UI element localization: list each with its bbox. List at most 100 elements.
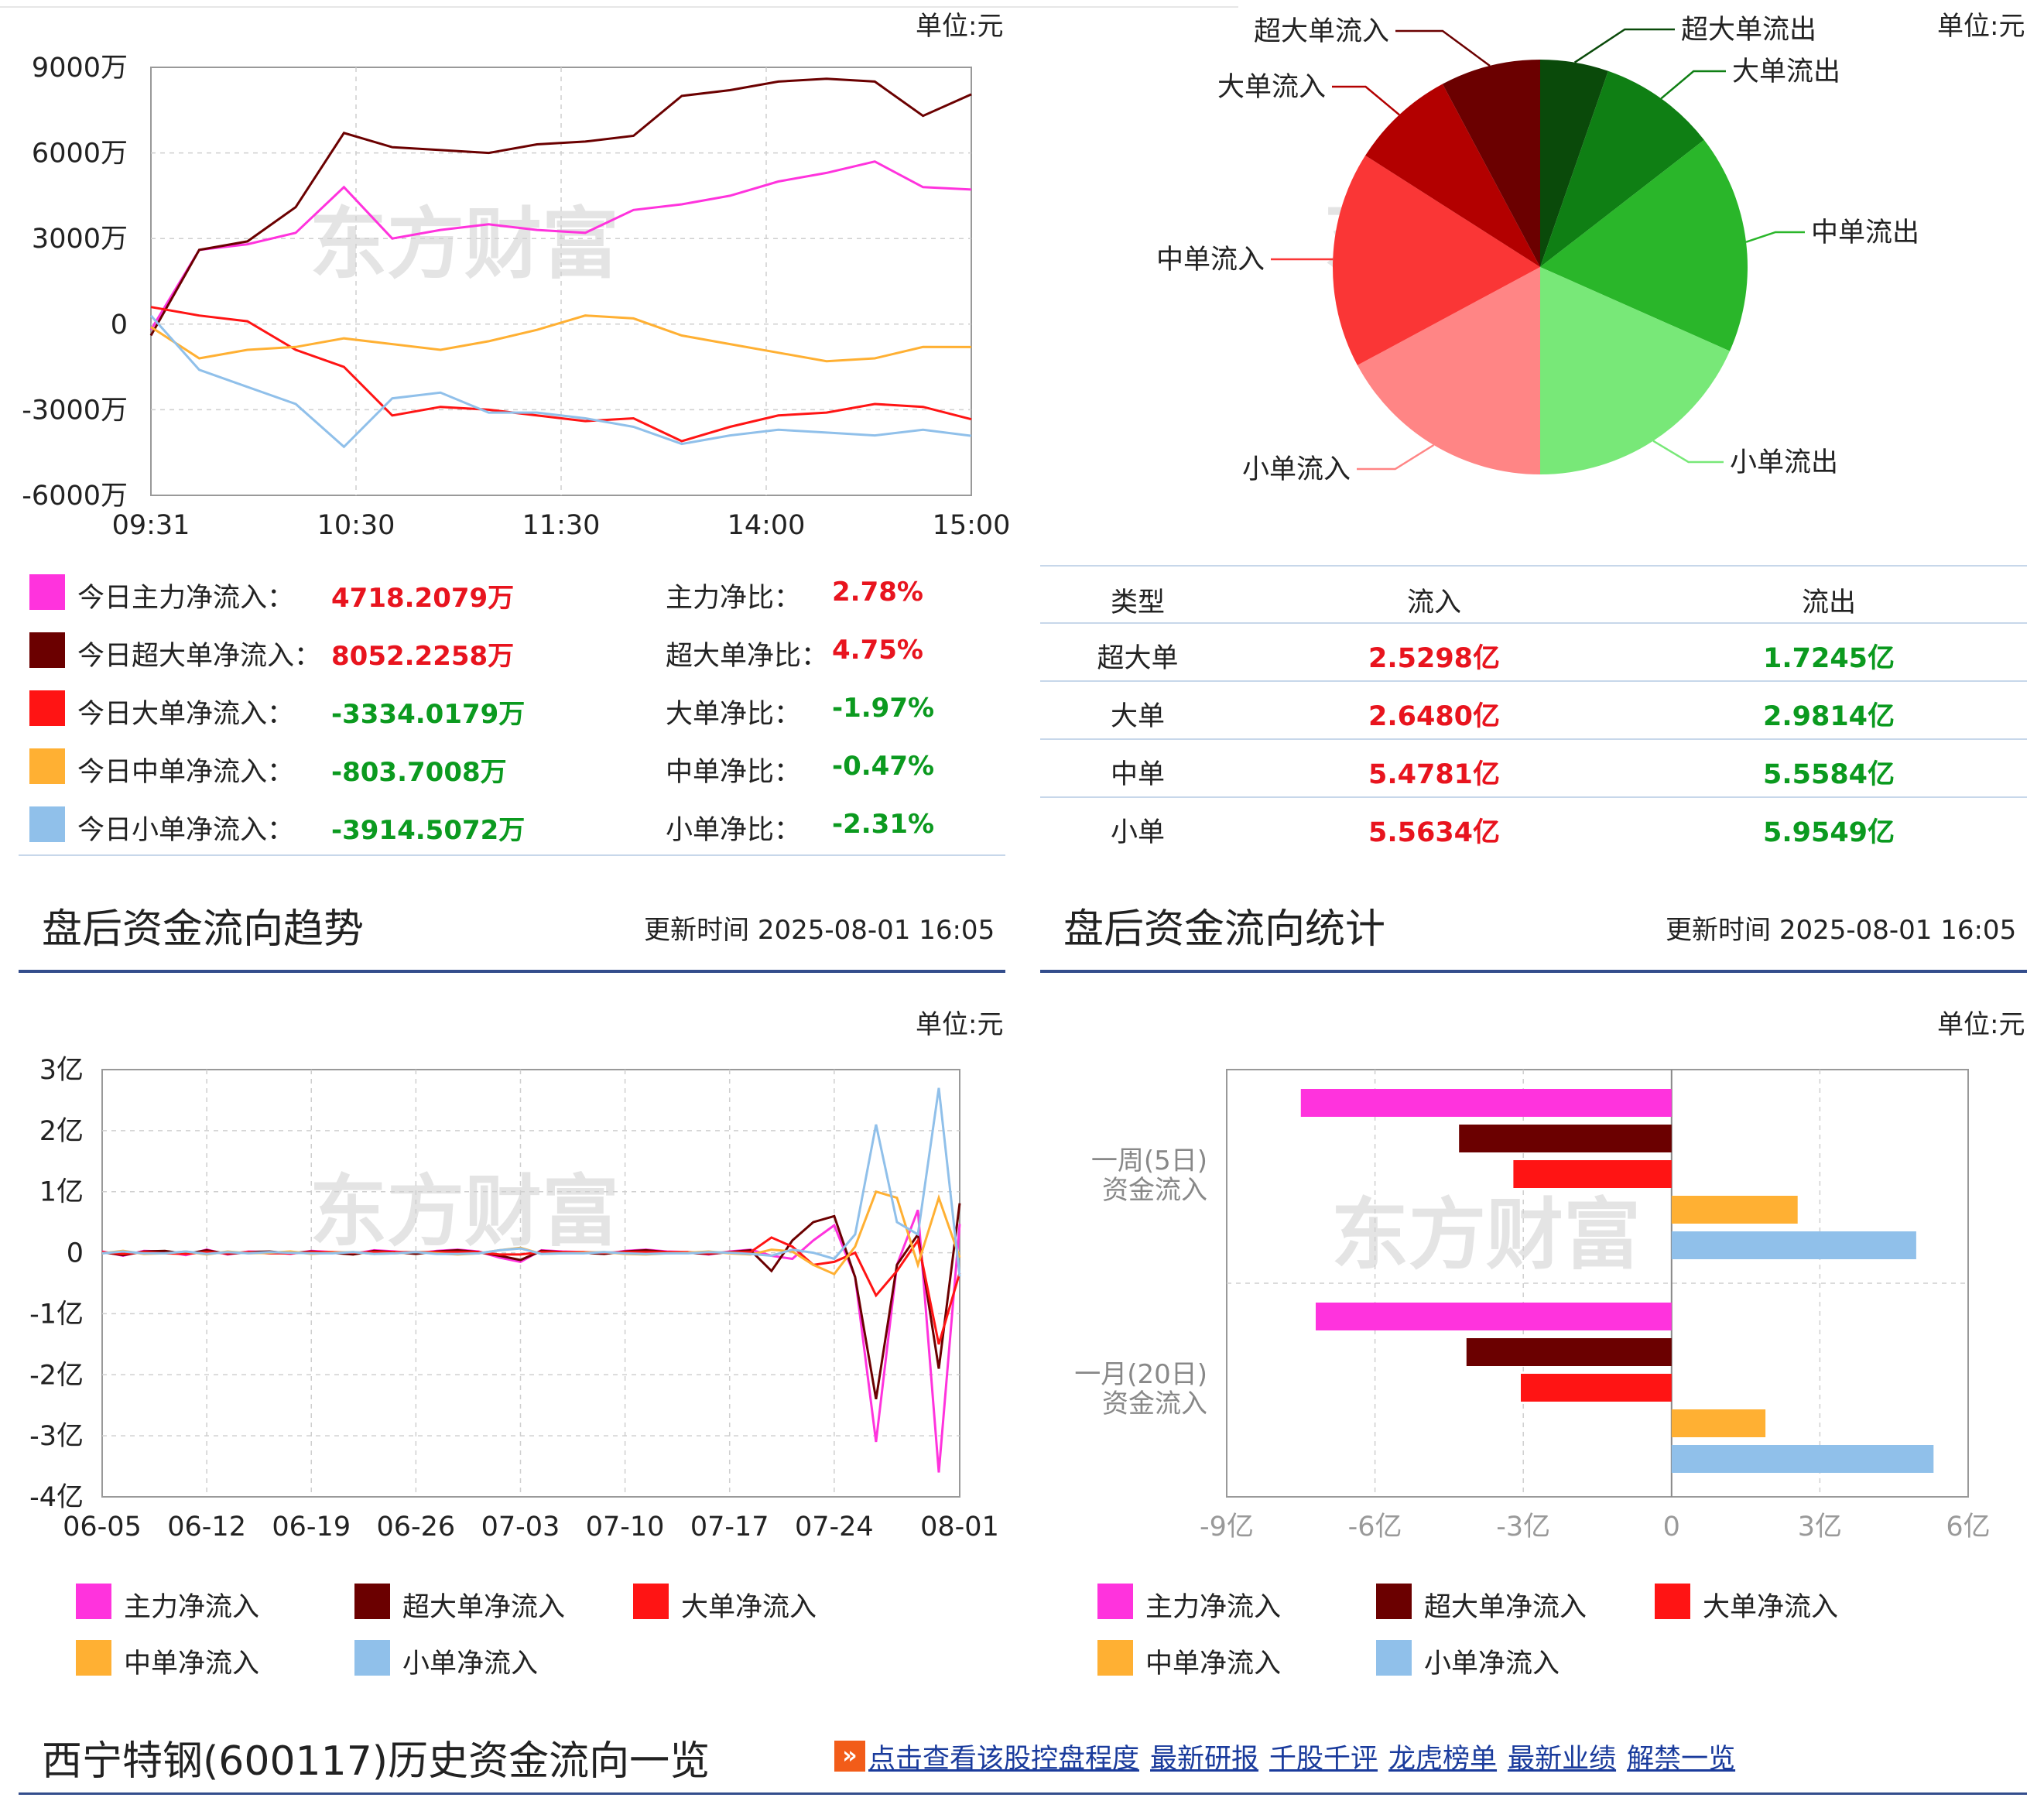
table-cell-type: 超大单: [1097, 643, 1179, 674]
ratio-label: 中单净比：: [666, 757, 802, 788]
flow-pie-chart: 东方财富超大单流出大单流出中单流出小单流出小单流入中单流入大单流入超大单流入: [1156, 15, 1919, 485]
history-link-0[interactable]: 点击查看该股控盘程度: [868, 1744, 1140, 1775]
bar: [1466, 1338, 1672, 1366]
stat-label: 今日中单净流入：: [77, 757, 295, 788]
watermark: 东方财富: [310, 1166, 619, 1257]
table-cell-in: 2.6480亿: [1368, 701, 1501, 732]
stat-value: -3914.5072万: [331, 815, 526, 846]
series-line: [101, 1087, 961, 1277]
x-tick-label: 07-17: [690, 1512, 769, 1542]
table-cell-type: 大单: [1110, 701, 1165, 732]
trend-update-time: 更新时间 2025-08-01 16:05: [644, 909, 995, 947]
plot-area: [101, 1069, 960, 1498]
x-tick-label: 08-01: [920, 1512, 999, 1542]
pie-leader-line: [1332, 85, 1400, 116]
x-tick-label: 6亿: [1946, 1512, 1990, 1542]
stat-legend-label: 大单净流入: [1703, 1592, 1839, 1623]
stat-legend-swatch: [1097, 1640, 1133, 1676]
pie-slice-label: 大单流入: [1217, 72, 1326, 103]
bar: [1671, 1445, 1934, 1473]
y-tick-label: -6000万: [22, 481, 128, 512]
history-link-4[interactable]: 最新业绩: [1508, 1744, 1617, 1775]
stat-update-time: 更新时间 2025-08-01 16:05: [1666, 909, 2016, 947]
trend-legend-swatch: [354, 1640, 390, 1676]
pie-leader-line: [1660, 70, 1726, 100]
series-line: [149, 77, 972, 337]
y-tick-label: -2亿: [29, 1360, 84, 1391]
stat-legend-swatch: [1376, 1640, 1412, 1676]
category-label: 一周(5日): [1091, 1145, 1207, 1176]
pie-slice-label: 中单流出: [1811, 217, 1919, 248]
x-tick-label: 09:31: [112, 510, 190, 541]
table-header: 流出: [1801, 587, 1856, 618]
pie-leader-line: [1652, 440, 1724, 464]
bar: [1671, 1409, 1766, 1437]
y-tick-label: -3000万: [22, 395, 128, 426]
x-tick-label: -3亿: [1496, 1512, 1550, 1542]
ratio-value: 4.75%: [832, 635, 923, 666]
history-links: 点击查看该股控盘程度 最新研报 千股千评 龙虎榜单 最新业绩 解禁一览: [868, 1737, 1746, 1776]
unit-label-bottom-left: 单位:元: [916, 1009, 1004, 1040]
history-link-3[interactable]: 龙虎榜单: [1388, 1744, 1498, 1775]
pie-slice-label: 大单流出: [1732, 56, 1840, 87]
y-tick-label: -1亿: [29, 1299, 84, 1330]
unit-label-top-right: 单位:元: [1937, 11, 2025, 42]
y-tick-label: 9000万: [32, 53, 128, 84]
y-tick-label: 0: [67, 1238, 84, 1269]
x-tick-label: 06-19: [272, 1512, 351, 1542]
stat-legend-label: 中单净流入: [1145, 1649, 1282, 1679]
bar: [1459, 1125, 1672, 1152]
x-tick-label: 3亿: [1798, 1512, 1842, 1542]
pie-slice-label: 中单流入: [1156, 245, 1265, 276]
stat-legend-label: 小单净流入: [1424, 1649, 1560, 1679]
update-label: 更新时间: [1666, 915, 1771, 946]
x-tick-label: 07-03: [481, 1512, 560, 1542]
bar: [1513, 1160, 1672, 1188]
history-link-2[interactable]: 千股千评: [1269, 1744, 1378, 1775]
pie-slice: [1442, 59, 1540, 267]
update-label: 更新时间: [644, 915, 749, 946]
table-cell-out: 2.9814亿: [1762, 701, 1895, 732]
category-label: 资金流入: [1102, 1388, 1207, 1419]
stat-value: 4718.2079万: [331, 583, 515, 614]
bar: [1671, 1231, 1916, 1259]
pie-slice: [1365, 84, 1540, 267]
series-line: [150, 306, 972, 443]
history-link-5[interactable]: 解禁一览: [1627, 1744, 1736, 1775]
table-row-rule: [1040, 738, 2027, 740]
bar: [1521, 1374, 1672, 1402]
stat-value: -803.7008万: [331, 757, 507, 788]
stat-legend-label: 超大单净流入: [1424, 1592, 1587, 1623]
update-value: 2025-08-01 16:05: [1779, 915, 2017, 946]
pie-slice-label: 小单流出: [1730, 447, 1838, 478]
x-tick-label: 06-12: [167, 1512, 246, 1542]
legend-swatch: [29, 632, 65, 668]
ratio-label: 大单净比：: [666, 699, 802, 730]
ratio-label: 主力净比：: [666, 583, 802, 614]
table-cell-type: 小单: [1110, 817, 1165, 848]
stat-label: 今日小单净流入：: [77, 815, 295, 846]
category-label: 一月(20日): [1074, 1359, 1207, 1390]
trend-legend-swatch: [76, 1584, 111, 1619]
bar: [1316, 1303, 1672, 1330]
history-link-1[interactable]: 最新研报: [1150, 1744, 1259, 1775]
trend-section-title: 盘后资金流向趋势: [42, 906, 365, 953]
stat-legend-label: 主力净流入: [1145, 1592, 1282, 1623]
stat-legend-swatch: [1655, 1584, 1690, 1619]
category-label: 资金流入: [1102, 1175, 1207, 1206]
trend-legend-label: 主力净流入: [124, 1592, 260, 1623]
pie-slice: [1540, 139, 1748, 351]
watermark: 东方财富: [310, 199, 619, 289]
table-row-rule: [1040, 680, 2027, 682]
stat-section-title: 盘后资金流向统计: [1063, 906, 1386, 953]
ratio-label: 小单净比：: [666, 815, 802, 846]
y-tick-label: 3000万: [32, 224, 128, 255]
trend-legend-label: 超大单净流入: [402, 1592, 566, 1623]
x-tick-label: 07-24: [795, 1512, 874, 1542]
history-title: 西宁特钢(600117)历史资金流向一览: [42, 1738, 710, 1785]
unit-label-top-left: 单位:元: [916, 11, 1004, 42]
y-tick-label: -4亿: [29, 1482, 84, 1513]
table-header: 流入: [1406, 587, 1461, 618]
legend-swatch: [29, 806, 65, 842]
